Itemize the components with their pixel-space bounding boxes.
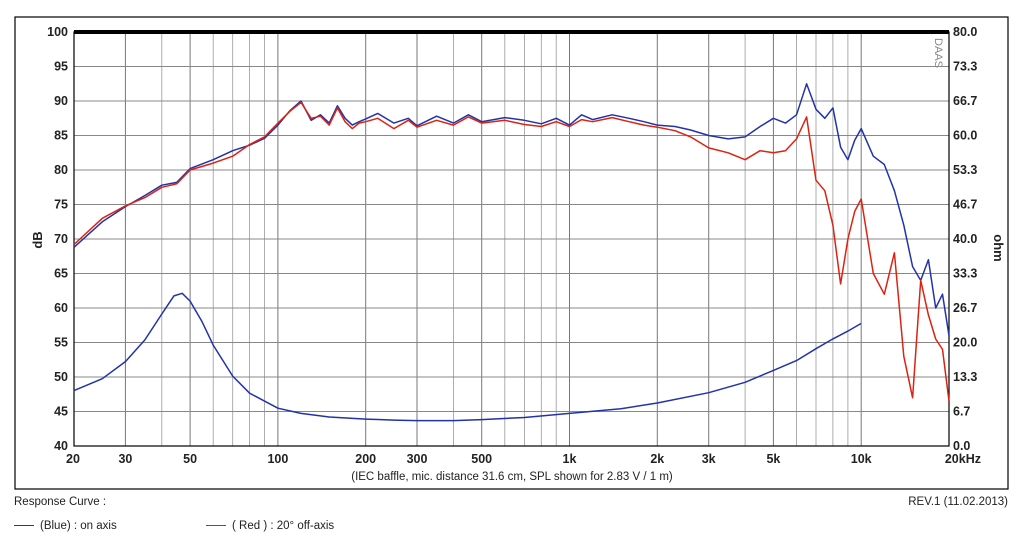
y-left-tick-label: 60	[54, 301, 68, 315]
y-left-tick-label: 95	[54, 60, 68, 74]
y-right-tick-label: 60.0	[953, 129, 977, 143]
x-tick-labels: 20 30 50 100 200 300 500 1k 2k 3k 5k 10k 20kHz	[66, 452, 981, 466]
y-left-tick-label: 100	[47, 25, 68, 39]
x-tick-label: 200	[355, 452, 376, 466]
y-right-tick-label: 46.7	[953, 198, 977, 212]
x-tick-label: 2k	[650, 452, 664, 466]
horizontal-grid	[74, 31, 949, 447]
y-left-tick-label: 40	[54, 439, 68, 453]
x-tick-label: 3k	[702, 452, 716, 466]
series-line-impedance	[73, 292, 862, 422]
series-line-on-axis	[73, 83, 950, 336]
y-right-tick-label: 80.0	[953, 25, 977, 39]
y-left-tick-label: 70	[54, 232, 68, 246]
y-right-tick-label: 73.3	[953, 60, 977, 74]
series-line-off-axis	[73, 101, 950, 402]
y-right-tick-label: 6.7	[953, 405, 970, 419]
legend-entry-blue: (Blue) : on axis	[14, 520, 117, 532]
plot-area	[73, 31, 950, 447]
y-left-tick-label: 45	[54, 405, 68, 419]
x-tick-label: 500	[471, 452, 492, 466]
x-tick-label: 50	[183, 452, 197, 466]
y-left-tick-label: 50	[54, 370, 68, 384]
chart-subtitle: (IEC baffle, mic. distance 31.6 cm, SPL …	[351, 471, 673, 483]
y-right-tick-label: 33.3	[953, 267, 977, 281]
y-right-tick-labels: 80.0 73.3 66.7 60.0 53.3 46.7 40.0 33.3 26.7 20.0…	[953, 25, 977, 453]
y-right-axis-label: ohm	[991, 234, 1006, 261]
x-tick-label: 300	[407, 452, 428, 466]
legend-swatch-red	[206, 525, 226, 527]
legend-label-blue: (Blue) : on axis	[40, 520, 117, 532]
y-right-tick-label: 53.3	[953, 163, 977, 177]
response-curve-caption: Response Curve :	[14, 496, 107, 508]
revision-caption: REV.1 (11.02.2013)	[908, 496, 1008, 508]
y-right-tick-label: 26.7	[953, 301, 977, 315]
x-tick-label: 20	[66, 452, 80, 466]
y-left-tick-label: 85	[54, 129, 68, 143]
y-left-tick-label: 65	[54, 267, 68, 281]
y-right-tick-label: 20.0	[953, 336, 977, 350]
daas-watermark: DAAS	[932, 38, 944, 68]
x-tick-label: 5k	[766, 452, 780, 466]
outer-frame	[14, 16, 1009, 490]
y-left-tick-label: 90	[54, 94, 68, 108]
y-right-tick-label: 66.7	[953, 94, 977, 108]
legend-entry-red: ( Red ) : 20° off-axis	[206, 520, 334, 532]
x-tick-label: 1k	[563, 452, 577, 466]
y-right-tick-label: 13.3	[953, 370, 977, 384]
y-left-tick-label: 55	[54, 336, 68, 350]
x-tick-label: 10k	[851, 452, 872, 466]
y-left-tick-label: 75	[54, 198, 68, 212]
x-tick-label: 30	[118, 452, 132, 466]
legend-swatch-blue	[14, 525, 34, 527]
series-layer	[73, 83, 950, 422]
y-left-axis-label: dB	[30, 231, 45, 248]
y-right-tick-label: 0.0	[953, 439, 970, 453]
y-right-tick-label: 40.0	[953, 232, 977, 246]
x-tick-label: 20kHz	[945, 452, 981, 466]
x-tick-label: 100	[267, 452, 288, 466]
legend-label-red: ( Red ) : 20° off-axis	[232, 520, 335, 532]
y-left-tick-label: 80	[54, 163, 68, 177]
y-left-tick-labels: 100 95 90 85 80 75 70 65 60 55 50 45 40	[47, 25, 68, 453]
